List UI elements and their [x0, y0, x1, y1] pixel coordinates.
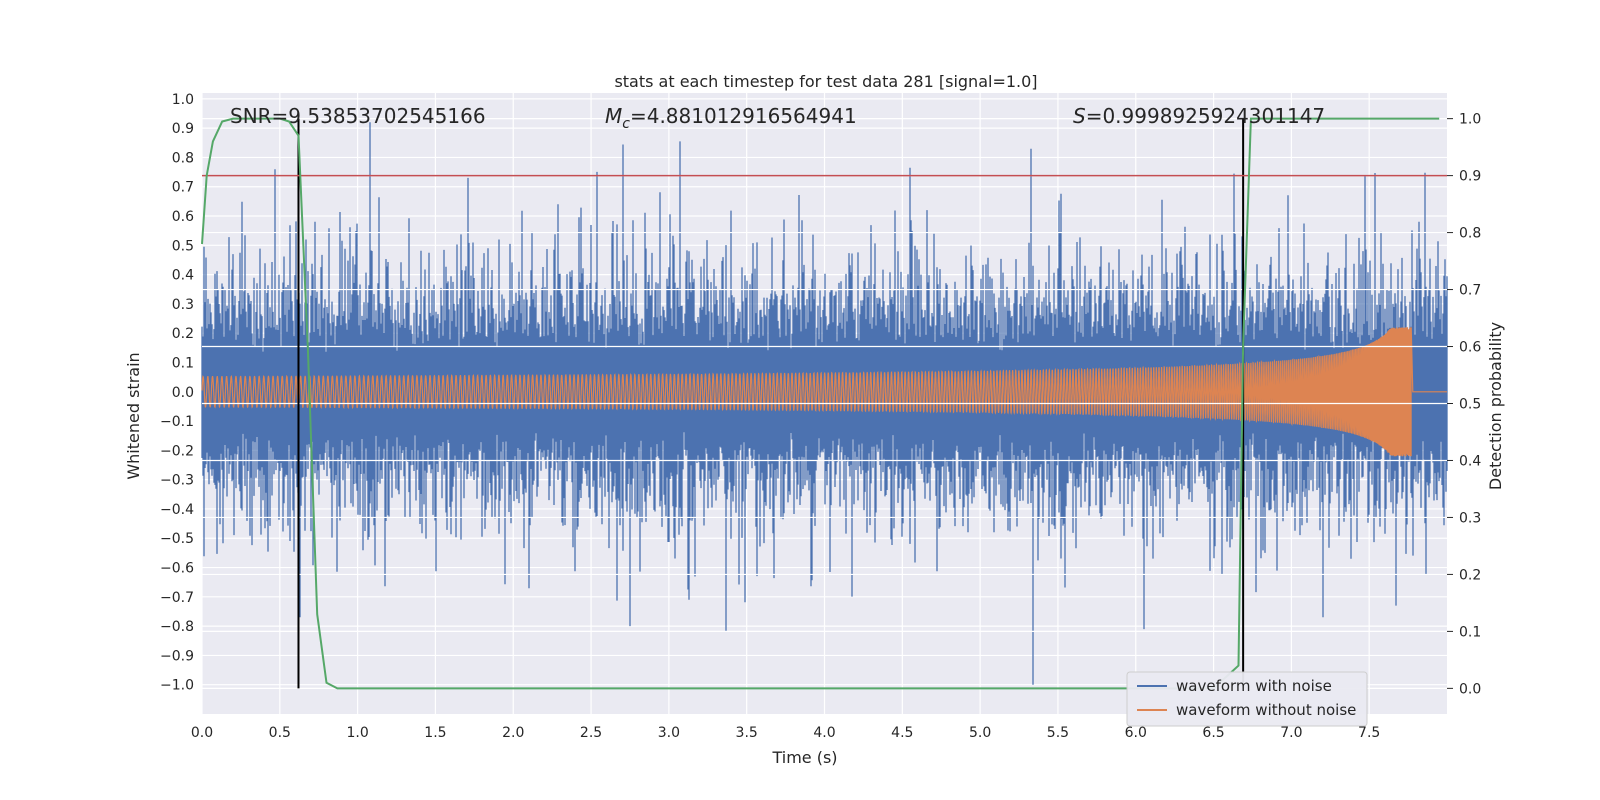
y-tick-label-left: 0.6: [172, 209, 194, 225]
y-tick-label-right: 0.2: [1459, 567, 1481, 583]
y-tick-label-left: −0.9: [160, 648, 194, 664]
y-tick-label-left: −1.0: [160, 678, 194, 694]
y-tick-label-left: 0.3: [172, 297, 194, 313]
y-tick-label-left: −0.8: [160, 619, 194, 635]
y-tick-label-left: −0.3: [160, 473, 194, 489]
x-tick-label: 5.5: [1047, 725, 1069, 741]
x-axis-title: Time (s): [771, 748, 837, 767]
y-axis-title-right: Detection probability: [1486, 322, 1505, 490]
x-tick-label: 3.5: [736, 725, 758, 741]
y-tick-label-left: −0.2: [160, 443, 194, 459]
y-tick-label-right: 0.9: [1459, 169, 1481, 185]
x-tick-label: 6.5: [1202, 725, 1224, 741]
y-tick-label-left: 0.9: [172, 121, 194, 137]
chart-title: stats at each timestep for test data 281…: [614, 72, 1037, 91]
y-tick-label-left: −0.7: [160, 590, 194, 606]
probability-line: [201, 117, 1440, 690]
chirp-mass-annotation: Mc=4.881012916564941: [605, 104, 857, 132]
x-tick-label: 0.0: [191, 725, 213, 741]
y-tick-label-left: 0.8: [172, 150, 194, 166]
y-tick-label-right: 0.1: [1459, 624, 1481, 640]
axes: 0.0 0.5 1.0 1.5 2.0 2.5 3.0 3.5 4.0 4.5 5.0 5.5 6.0 6…: [160, 92, 1481, 741]
clean-waveform-series: [201, 327, 1447, 457]
y-tick-label-left: −0.4: [160, 502, 194, 518]
x-tick-label: 0.5: [269, 725, 291, 741]
y-tick-label-right: 0.4: [1459, 453, 1481, 469]
legend-label-noise: waveform with noise: [1176, 677, 1332, 695]
clean-waveform-line: [201, 327, 1447, 457]
y-tick-label-right: 0.8: [1459, 226, 1481, 242]
y-tick-label-left: 0.0: [172, 385, 194, 401]
x-tick-label: 2.5: [580, 725, 602, 741]
legend: waveform with noise waveform without noi…: [1126, 671, 1368, 727]
y-tick-label-left: 0.4: [172, 268, 194, 284]
x-tick-label: 4.0: [813, 725, 835, 741]
legend-box: [1126, 671, 1368, 727]
x-tick-label: 7.0: [1280, 725, 1302, 741]
x-tick-label: 7.5: [1358, 725, 1380, 741]
y-tick-label-left: −0.6: [160, 561, 194, 577]
x-tick-label: 4.5: [891, 725, 913, 741]
x-tick-label: 6.0: [1125, 725, 1147, 741]
score-annotation: S=0.9998925924301147: [1073, 104, 1325, 128]
x-tick-label: 1.0: [346, 725, 368, 741]
y-tick-label-right: 0.7: [1459, 283, 1481, 299]
x-tick-label: 5.0: [969, 725, 991, 741]
y-tick-label-left: −0.5: [160, 531, 194, 547]
x-tick-label: 1.5: [424, 725, 446, 741]
y-tick-label-left: 1.0: [172, 92, 194, 108]
y-tick-label-right: 0.6: [1459, 340, 1481, 356]
x-tick-label: 3.0: [658, 725, 680, 741]
y-tick-label-left: −0.1: [160, 414, 194, 430]
y-tick-label-right: 0.0: [1459, 681, 1481, 697]
y-tick-label-left: 0.2: [172, 326, 194, 342]
y-tick-label-left: 0.1: [172, 355, 194, 371]
x-tick-label: 2.0: [502, 725, 524, 741]
probability-series: [201, 117, 1447, 690]
y-axis-title-left: Whitened strain: [124, 352, 143, 479]
y-tick-label-right: 0.3: [1459, 510, 1481, 526]
y-tick-label-left: 0.7: [172, 180, 194, 196]
y-tick-label-right: 0.5: [1459, 397, 1481, 413]
y-tick-label-left: 0.5: [172, 238, 194, 254]
legend-label-clean: waveform without noise: [1176, 701, 1356, 719]
y-tick-label-right: 1.0: [1459, 112, 1481, 128]
snr-annotation: SNR=9.53853702545166: [230, 104, 486, 128]
